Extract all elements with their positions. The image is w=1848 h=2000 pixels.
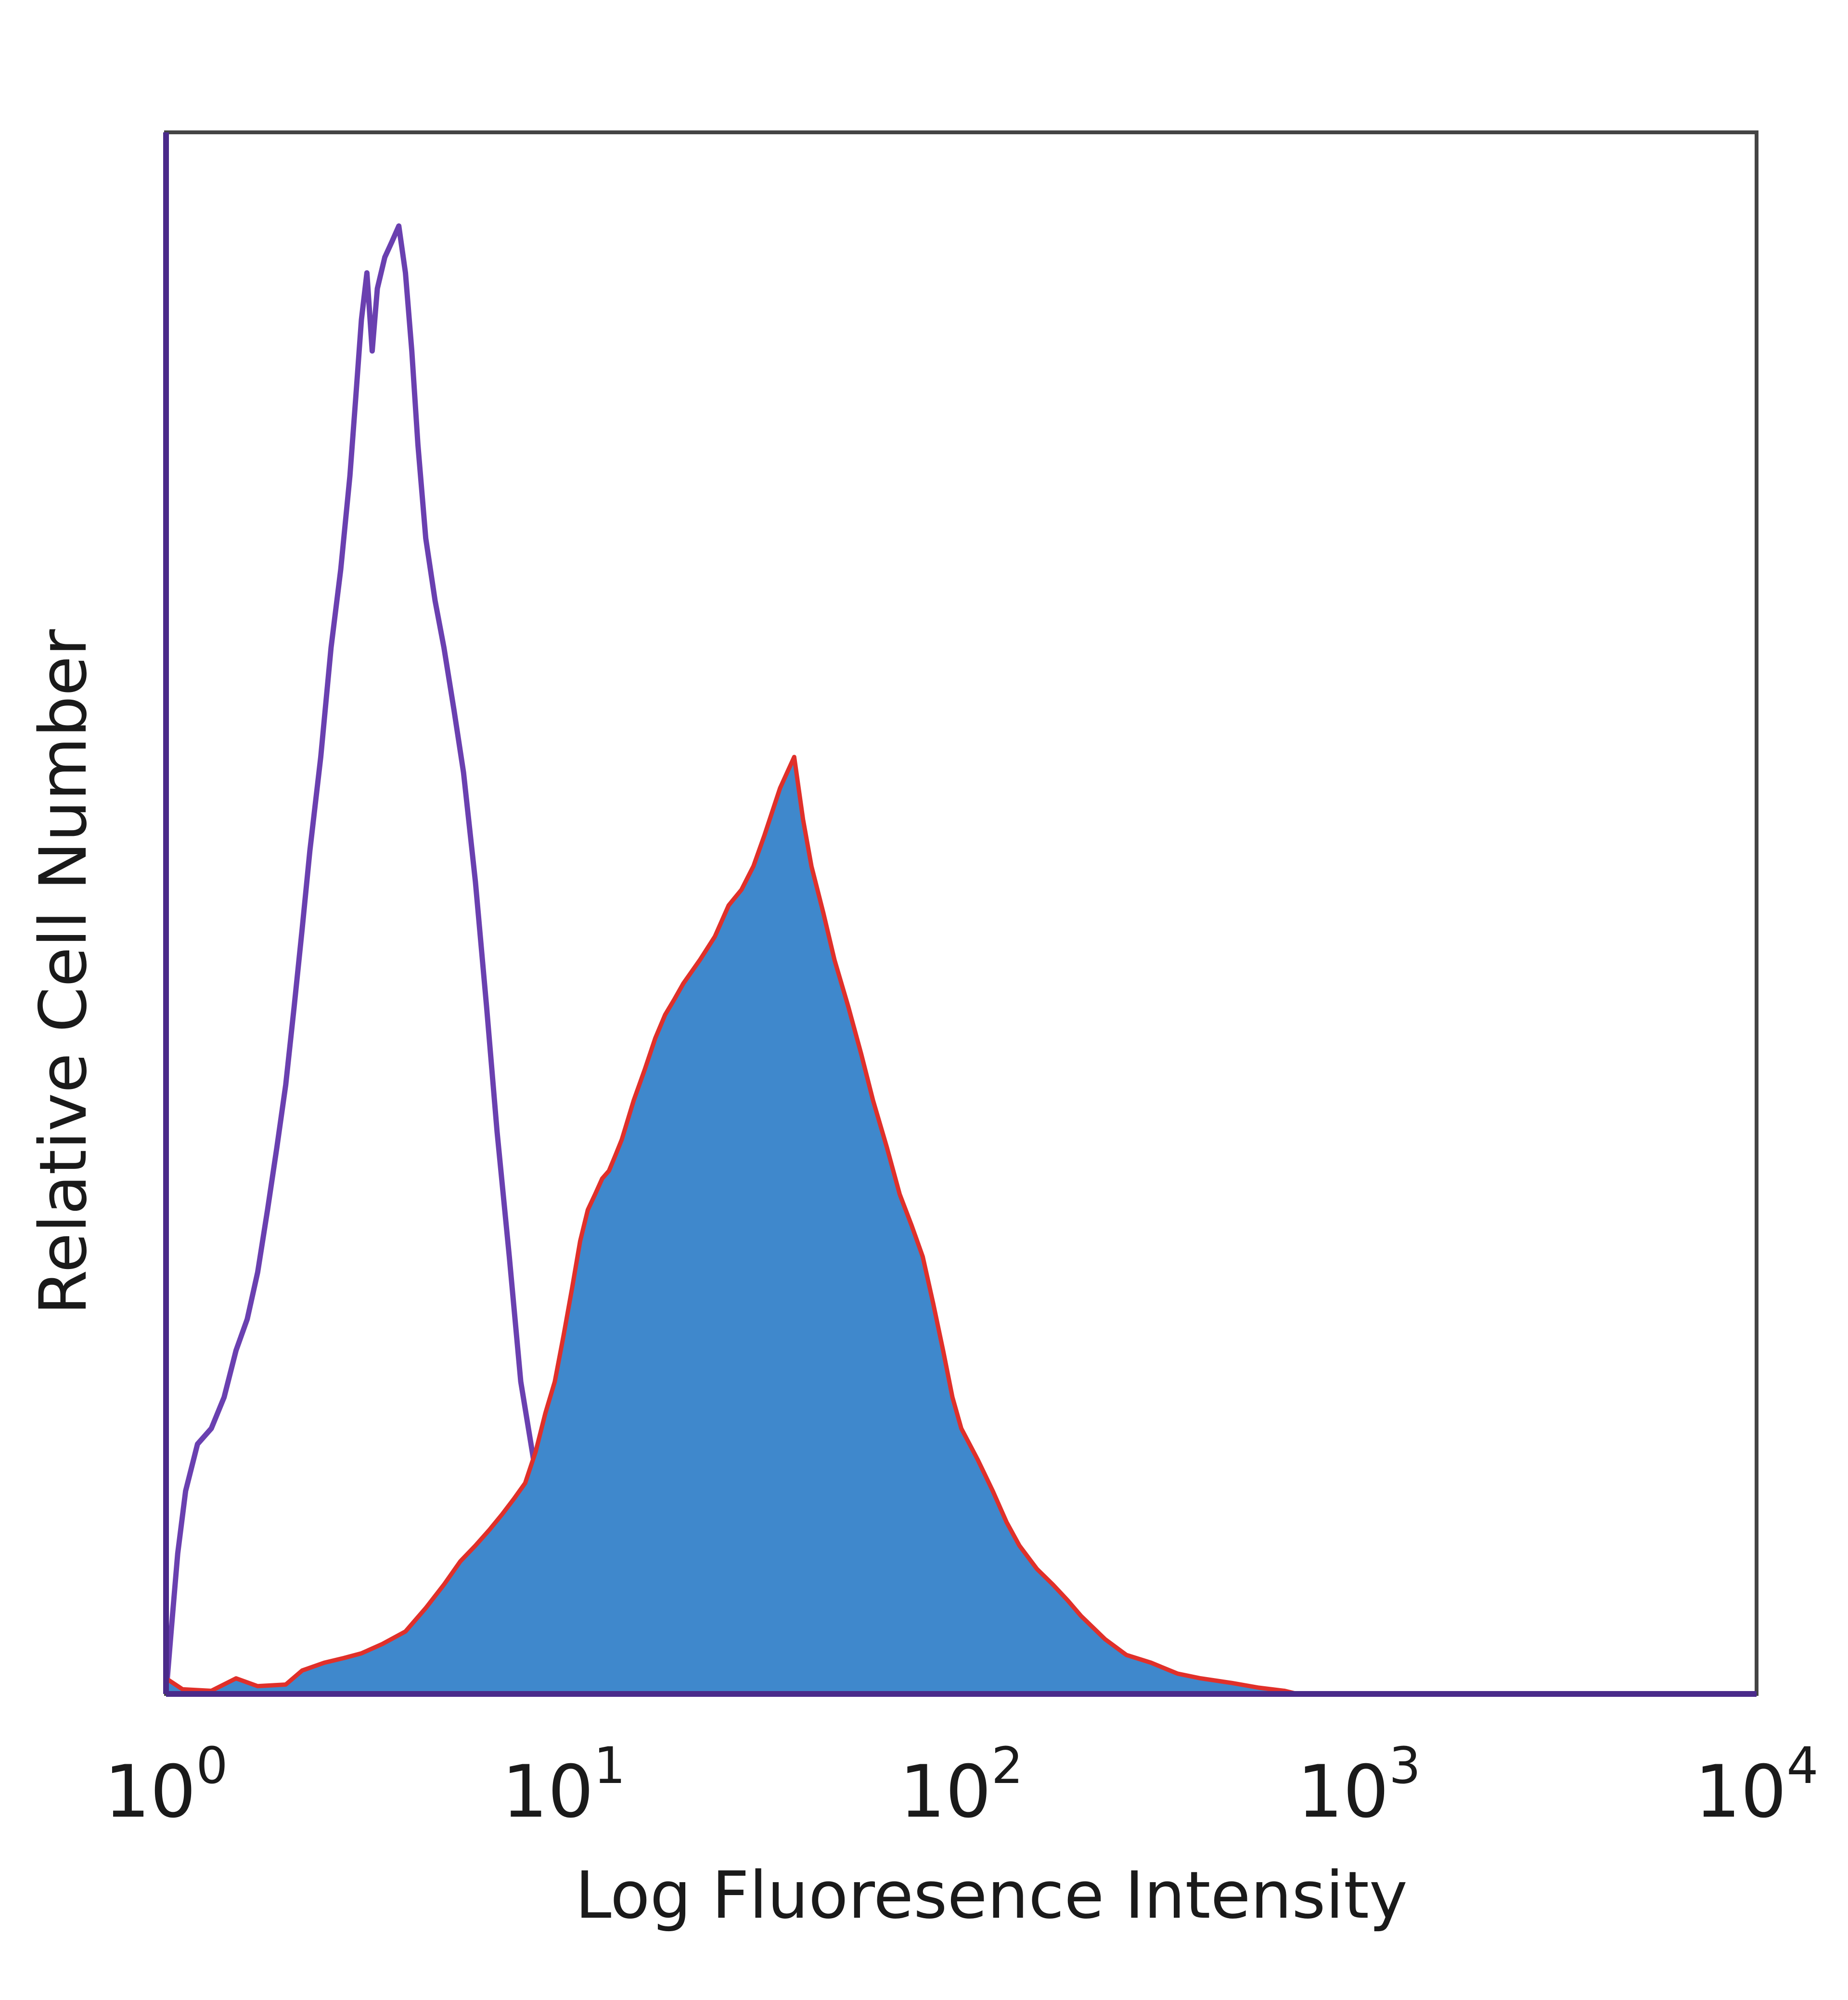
stained-histogram-edge [165,755,1298,1696]
y-axis-label: Relative Cell Number [26,629,101,1315]
x-tick-label: 103 [1297,1736,1421,1834]
x-tick-label: 100 [104,1736,228,1834]
x-tick-label: 104 [1694,1736,1818,1834]
x-tick-labels: 100 101 102 103 104 [104,1736,1818,1834]
x-tick-label: 101 [502,1736,626,1834]
stained-histogram-fill [166,757,1297,1694]
x-axis-label: Log Fluoresence Intensity [575,1858,1408,1933]
plot-area [163,223,1298,1697]
x-tick-label: 102 [899,1736,1023,1834]
